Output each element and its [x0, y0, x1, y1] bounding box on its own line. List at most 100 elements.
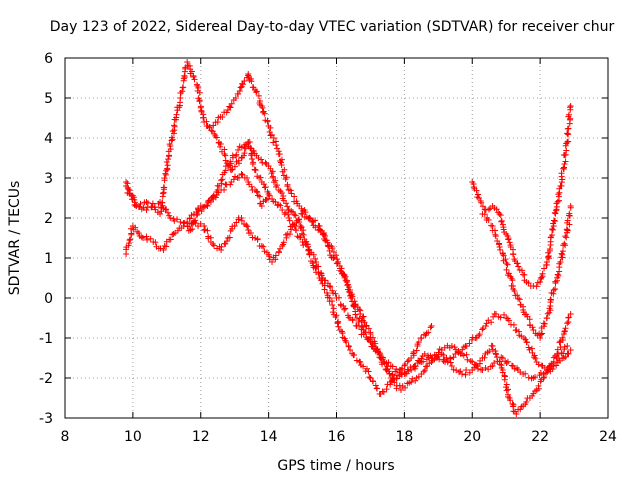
data-point-marker: [248, 78, 255, 85]
data-point-marker: [330, 248, 337, 255]
data-point-marker: [562, 353, 569, 360]
x-tick-label: 12: [192, 429, 210, 445]
data-point-marker: [143, 233, 150, 240]
data-point-marker: [567, 104, 574, 111]
data-point-marker: [560, 164, 567, 171]
data-point-marker: [162, 170, 169, 177]
data-point-marker: [133, 203, 140, 209]
data-point-marker: [544, 310, 551, 317]
data-point-marker: [298, 224, 305, 231]
data-point-marker: [326, 283, 333, 289]
data-point-marker: [310, 251, 317, 258]
data-point-marker: [290, 221, 297, 228]
data-point-marker: [348, 295, 355, 302]
data-point-marker: [566, 221, 573, 228]
series-track-4: [184, 171, 574, 382]
data-point-marker: [463, 351, 470, 358]
data-point-marker: [255, 92, 262, 99]
x-tick-label: 24: [599, 429, 617, 445]
data-point-marker: [490, 313, 497, 320]
data-point-marker: [514, 292, 521, 299]
data-point-marker: [553, 207, 560, 214]
data-point-marker: [203, 202, 210, 209]
data-point-marker: [561, 240, 568, 247]
data-point-marker: [486, 348, 493, 355]
data-point-marker: [412, 365, 419, 372]
data-point-marker: [167, 236, 174, 243]
data-point-marker: [387, 381, 394, 388]
data-point-marker: [566, 210, 573, 217]
data-point-marker: [261, 110, 268, 117]
data-point-marker: [312, 255, 319, 262]
data-point-marker: [499, 355, 506, 361]
data-point-marker: [247, 230, 254, 237]
data-point-marker: [166, 141, 173, 148]
data-point-marker: [401, 362, 408, 369]
data-point-marker: [286, 231, 293, 238]
data-point-marker: [167, 215, 174, 221]
data-point-marker: [168, 134, 175, 141]
data-point-marker: [138, 234, 145, 241]
data-point-marker: [266, 253, 273, 260]
data-point-marker: [299, 239, 306, 245]
data-point-marker: [330, 309, 337, 316]
data-point-marker: [381, 359, 388, 366]
data-point-marker: [539, 330, 546, 337]
data-point-marker: [451, 344, 458, 351]
data-point-marker: [335, 323, 342, 330]
data-point-marker: [500, 252, 507, 259]
y-tick-label: 5: [44, 91, 53, 107]
data-point-marker: [278, 190, 285, 197]
data-point-marker: [285, 215, 292, 221]
data-point-marker: [321, 230, 328, 237]
data-point-marker: [386, 370, 393, 377]
x-tick-label: 14: [260, 429, 278, 445]
data-point-marker: [556, 339, 563, 346]
data-point-marker: [329, 301, 336, 308]
data-point-marker: [186, 215, 193, 222]
data-point-marker: [241, 77, 248, 84]
data-point-marker: [511, 288, 518, 295]
data-point-marker: [289, 208, 296, 215]
data-point-marker: [219, 113, 226, 120]
data-point-marker: [554, 346, 561, 353]
data-layer: [123, 59, 574, 417]
data-point-marker: [204, 227, 211, 234]
data-point-marker: [238, 171, 245, 177]
data-point-marker: [204, 203, 211, 209]
data-point-marker: [497, 361, 504, 368]
data-point-marker: [564, 217, 571, 224]
data-point-marker: [296, 216, 303, 223]
data-point-marker: [360, 363, 367, 370]
data-point-marker: [501, 311, 508, 318]
data-point-marker: [126, 237, 133, 244]
data-point-marker: [562, 158, 569, 165]
y-axis-label: SDTVAR / TECUs: [7, 181, 23, 296]
data-point-marker: [541, 265, 548, 272]
data-point-marker: [567, 347, 574, 353]
data-point-marker: [564, 343, 571, 349]
data-point-marker: [372, 340, 379, 347]
data-point-marker: [491, 360, 498, 366]
data-point-marker: [387, 375, 394, 381]
data-point-marker: [199, 204, 206, 211]
data-point-marker: [308, 218, 315, 225]
data-point-marker: [482, 207, 489, 213]
data-point-marker: [165, 156, 172, 163]
data-point-marker: [300, 231, 307, 238]
data-point-marker: [537, 369, 544, 376]
data-point-marker: [357, 311, 364, 317]
y-tick-label: 3: [44, 171, 53, 187]
data-point-marker: [545, 252, 552, 259]
data-point-marker: [329, 245, 336, 252]
data-point-marker: [191, 76, 198, 83]
data-point-marker: [318, 272, 325, 279]
data-point-marker: [143, 207, 150, 213]
data-point-marker: [181, 72, 188, 79]
data-point-marker: [517, 406, 524, 413]
data-point-marker: [504, 358, 511, 365]
data-point-marker: [497, 212, 504, 219]
data-point-marker: [516, 296, 523, 303]
data-point-marker: [241, 150, 248, 157]
data-point-marker: [503, 266, 510, 273]
